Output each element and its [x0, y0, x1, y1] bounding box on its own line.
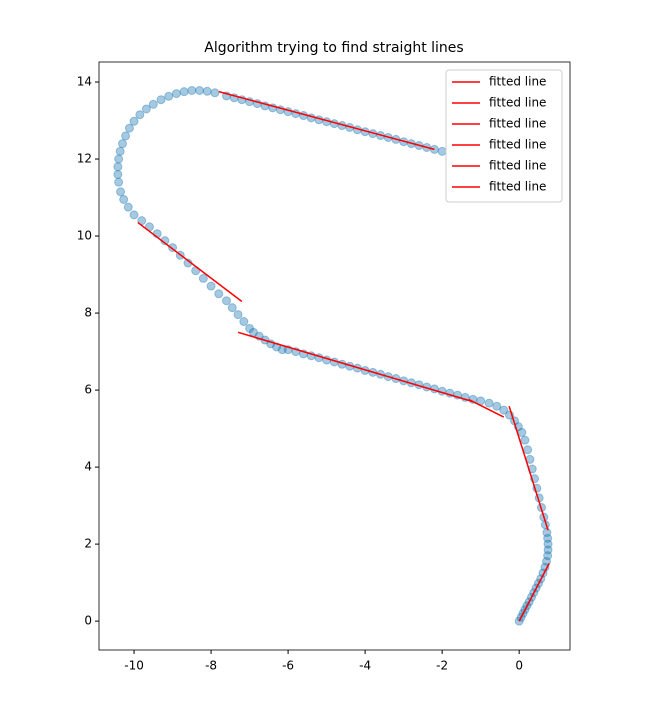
point	[156, 95, 166, 105]
y-tick-label: 0	[84, 614, 92, 628]
x-tick-label: -2	[436, 659, 448, 673]
point	[484, 398, 494, 408]
point	[227, 303, 237, 313]
legend-label: fitted line	[489, 159, 546, 173]
point	[129, 210, 139, 220]
point	[119, 194, 129, 204]
y-tick-label: 8	[84, 306, 92, 320]
point	[499, 405, 509, 415]
legend-label: fitted line	[489, 96, 546, 110]
legend-label: fitted line	[489, 117, 546, 131]
point	[206, 281, 216, 291]
point	[115, 146, 125, 156]
x-tick-label: -8	[205, 659, 217, 673]
point	[543, 539, 553, 549]
y-tick-label: 10	[77, 229, 92, 243]
y-tick-label: 2	[84, 537, 92, 551]
point	[117, 139, 127, 149]
point	[233, 310, 243, 320]
point	[148, 99, 158, 109]
y-tick-label: 6	[84, 383, 92, 397]
point	[123, 202, 133, 212]
point	[116, 187, 126, 197]
point	[523, 445, 533, 455]
x-tick-label: 0	[515, 659, 523, 673]
point	[239, 317, 249, 327]
x-tick-label: -4	[359, 659, 371, 673]
chart-title: Algorithm trying to find straight lines	[204, 40, 463, 56]
point	[245, 323, 255, 333]
legend-label: fitted line	[489, 180, 546, 194]
point	[113, 169, 123, 179]
point	[179, 87, 189, 97]
fitted-line	[218, 90, 435, 151]
fitted-line	[508, 406, 549, 531]
legend-label: fitted line	[489, 75, 546, 89]
point	[129, 116, 139, 126]
fitted-line	[518, 563, 550, 622]
point	[198, 273, 208, 283]
point	[543, 551, 553, 561]
point	[221, 296, 231, 306]
point	[492, 401, 502, 411]
point	[114, 177, 124, 187]
legend-label: fitted line	[489, 138, 546, 152]
point	[202, 86, 212, 96]
point	[124, 123, 134, 133]
point	[437, 146, 447, 156]
point	[542, 528, 552, 538]
point	[195, 85, 205, 95]
point	[121, 131, 131, 141]
y-tick-label: 12	[77, 152, 92, 166]
x-tick-label: -10	[124, 659, 144, 673]
point	[543, 545, 553, 555]
point	[135, 110, 145, 120]
plot-frame	[98, 61, 571, 651]
point	[543, 533, 553, 543]
fitted-line	[237, 331, 474, 403]
point	[214, 289, 224, 299]
point	[113, 162, 123, 172]
point	[210, 88, 220, 98]
y-tick-label: 14	[77, 75, 92, 89]
point	[171, 89, 181, 99]
fitted-line	[468, 399, 505, 418]
point	[141, 104, 151, 114]
point	[114, 154, 124, 164]
fitted-line	[137, 221, 243, 303]
x-tick-label: -6	[282, 659, 294, 673]
point	[164, 91, 174, 101]
point	[520, 435, 530, 445]
y-tick-label: 4	[84, 460, 92, 474]
point	[187, 85, 197, 95]
